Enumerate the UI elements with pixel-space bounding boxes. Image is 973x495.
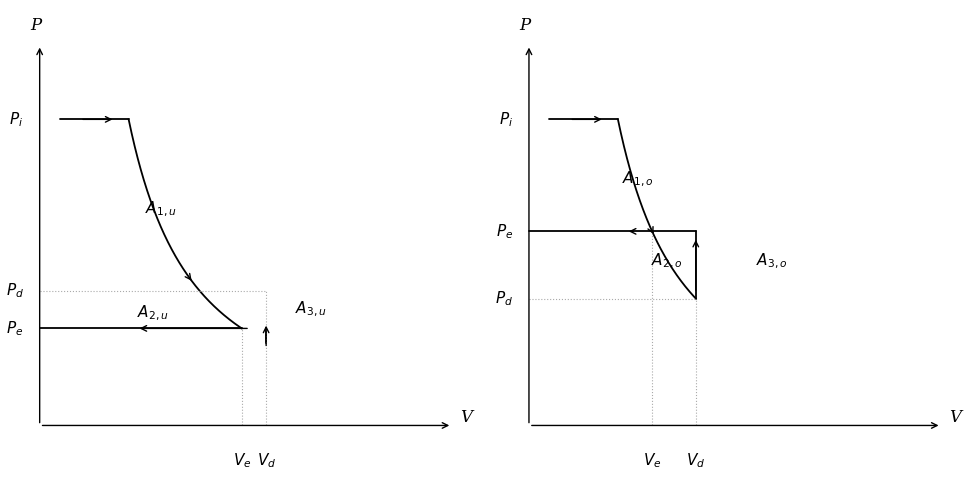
Text: V: V [950, 409, 961, 427]
Text: $A_{3,o}$: $A_{3,o}$ [756, 251, 787, 271]
Text: P: P [30, 16, 41, 34]
Text: $A_{2,u}$: $A_{2,u}$ [137, 304, 168, 323]
Text: $V_d$: $V_d$ [257, 451, 275, 470]
Text: $V_e$: $V_e$ [643, 451, 662, 470]
Text: $A_{1,o}$: $A_{1,o}$ [623, 169, 654, 189]
Text: $V_e$: $V_e$ [233, 451, 251, 470]
Text: V: V [460, 409, 472, 427]
Text: $P_i$: $P_i$ [499, 110, 513, 129]
Text: P: P [520, 16, 530, 34]
Text: $P_e$: $P_e$ [495, 222, 513, 241]
Text: $A_{2,o}$: $A_{2,o}$ [651, 251, 682, 271]
Text: $A_{1,u}$: $A_{1,u}$ [145, 199, 177, 219]
Text: $P_i$: $P_i$ [10, 110, 23, 129]
Text: $V_d$: $V_d$ [686, 451, 705, 470]
Text: $P_d$: $P_d$ [495, 289, 513, 308]
Text: $A_{3,u}$: $A_{3,u}$ [295, 300, 327, 319]
Text: $P_d$: $P_d$ [6, 282, 23, 300]
Text: $P_e$: $P_e$ [6, 319, 23, 338]
